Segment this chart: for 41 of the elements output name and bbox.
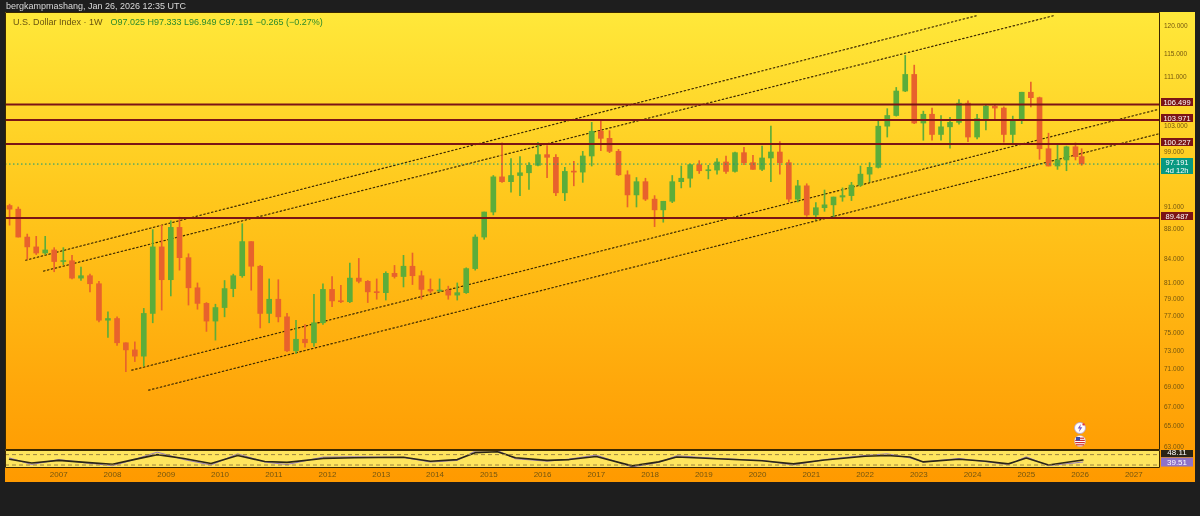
- x-tick-label: 2026: [1071, 470, 1090, 479]
- x-tick-label: 2019: [694, 470, 714, 479]
- x-tick-label: 2020: [748, 470, 767, 479]
- x-tick-label: 2011: [265, 470, 283, 479]
- x-tick-label: 2022: [856, 470, 875, 479]
- candlestick: [355, 258, 362, 284]
- candlestick: [123, 342, 129, 372]
- x-tick-label: 2015: [479, 470, 499, 479]
- text: 48.11: [1167, 448, 1188, 458]
- candlestick: [517, 156, 523, 196]
- candlestick: [78, 266, 84, 281]
- x-tick-label: 2013: [372, 470, 391, 479]
- x-tick-label: 2018: [641, 470, 660, 479]
- x-tick-label: 2025: [1017, 470, 1036, 479]
- text: O97.025 H97.333 L96.949 C97.191 −0.265 (−0.27%): [110, 17, 323, 28]
- candlestick: [454, 282, 461, 301]
- candlestick: [544, 145, 550, 178]
- candlestick: [768, 125, 774, 183]
- x-tick-label: 2014: [426, 470, 445, 479]
- x-tick-label: 2012: [318, 470, 337, 479]
- x-tick-label: 2027: [1124, 470, 1144, 479]
- candlestick: [508, 158, 514, 193]
- candlestick: [338, 285, 344, 303]
- x-tick-label: 2007: [49, 470, 69, 479]
- x-tick-label: 2010: [211, 470, 230, 479]
- x-tick-label: 2021: [802, 470, 821, 479]
- candlestick: [302, 324, 308, 348]
- candlestick: [499, 142, 505, 183]
- x-tick-label: 2023: [909, 470, 929, 479]
- candlestick: [60, 247, 67, 265]
- candlestick: [678, 165, 685, 189]
- x-tick-label: 2008: [103, 470, 122, 479]
- x-tick-label: 2017: [587, 470, 606, 479]
- text: bergkampmashang, Jan 26, 2026 12:35 UTC: [6, 1, 187, 11]
- candlestick: [373, 278, 380, 300]
- x-tick-label: 2016: [533, 470, 552, 479]
- text: 39.51: [1166, 457, 1188, 467]
- x-tick-label: 2009: [157, 470, 176, 479]
- x-tick-label: 2024: [963, 470, 982, 479]
- candlestick: [105, 311, 111, 338]
- text: U.S. Dollar Index · 1W: [13, 17, 104, 28]
